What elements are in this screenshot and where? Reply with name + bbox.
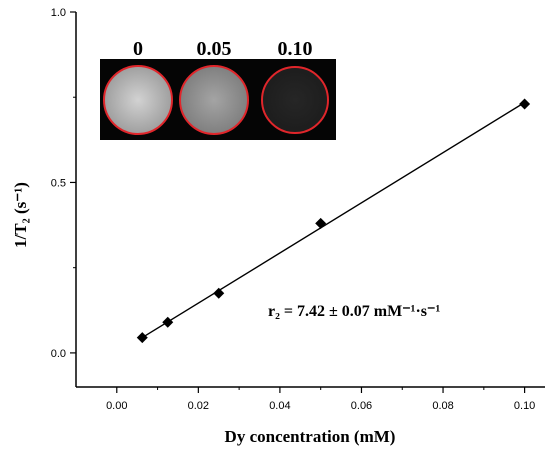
inset-labels: 0 0.05 0.10 (133, 38, 313, 60)
data-point (519, 98, 531, 110)
data-point (213, 287, 225, 299)
y-tick-label: 0.0 (51, 348, 66, 360)
r2-annotation: r₂ = 7.42 ± 0.07 mM⁻¹·s⁻¹ (268, 303, 440, 320)
x-tick-label: 0.00 (106, 400, 127, 412)
axes (75, 12, 545, 388)
x-ticks: 0.00 0.02 0.04 0.06 0.08 0.10 (106, 387, 535, 412)
y-axis-title: 1/T₂ (s⁻¹) (11, 182, 30, 248)
y-ticks: 0.0 0.5 1.0 (51, 7, 76, 360)
fit-line (141, 101, 525, 339)
inset-label: 0 (133, 38, 143, 60)
data-points (136, 98, 531, 344)
x-tick-label: 0.06 (351, 400, 372, 412)
phantom-circle-005 (179, 65, 249, 135)
x-tick-label: 0.02 (188, 400, 209, 412)
data-point (136, 332, 148, 344)
phantom-circle-010 (261, 66, 329, 134)
x-axis-title: Dy concentration (mM) (225, 427, 396, 446)
x-tick-label: 0.08 (432, 400, 453, 412)
y-tick-label: 1.0 (51, 7, 66, 19)
y-tick-label: 0.5 (51, 177, 66, 189)
x-tick-label: 0.10 (514, 400, 535, 412)
inset-image (100, 59, 336, 140)
data-point (162, 316, 174, 328)
x-tick-label: 0.04 (269, 400, 290, 412)
phantom-circle-0 (103, 65, 173, 135)
data-point (315, 217, 327, 229)
inset-label: 0.10 (278, 38, 313, 60)
inset-label: 0.05 (197, 38, 232, 60)
